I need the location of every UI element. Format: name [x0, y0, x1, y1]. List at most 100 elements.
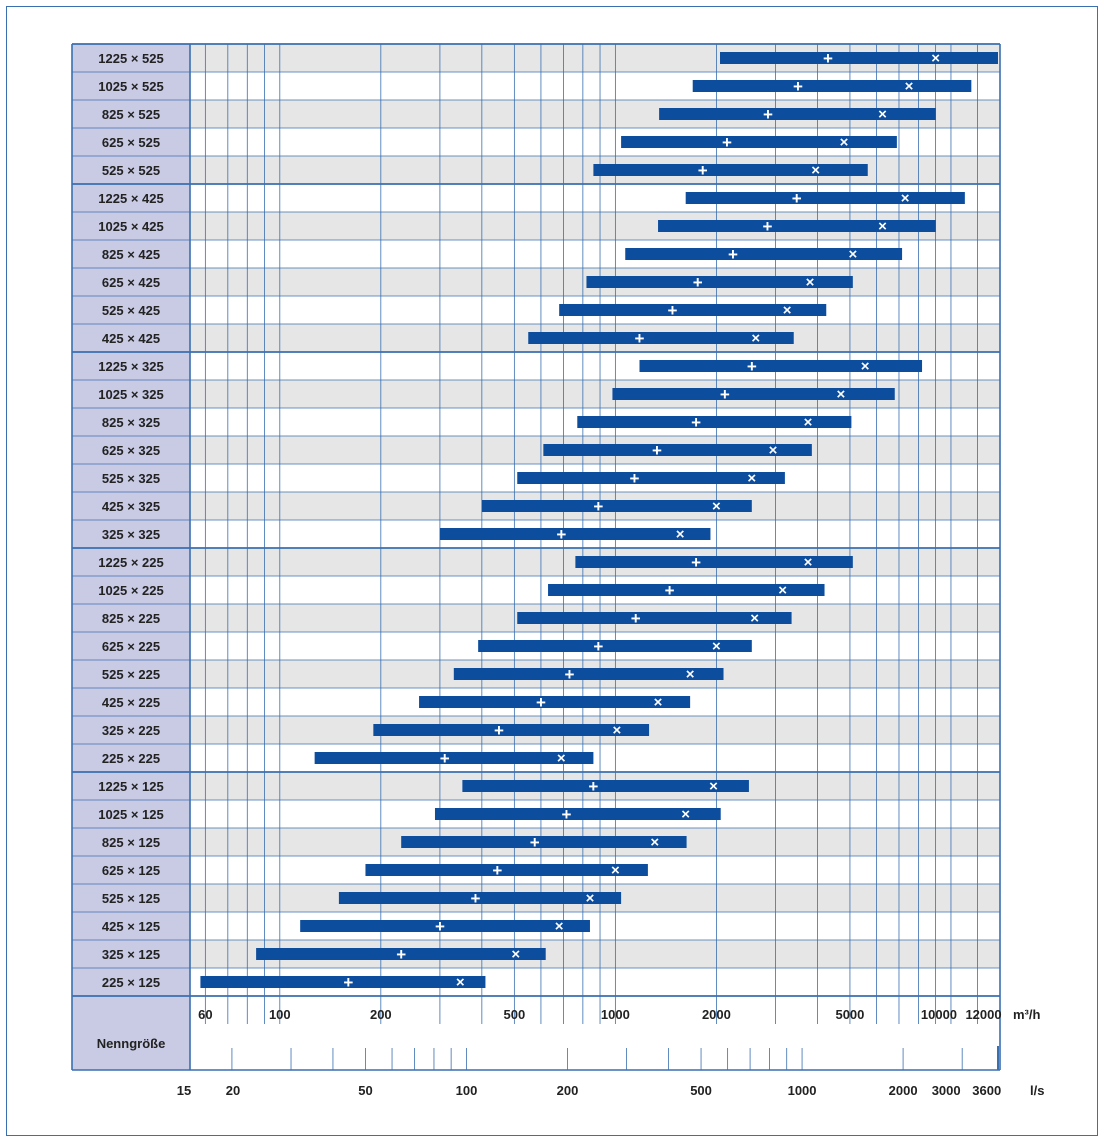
category-label: 825 × 125	[102, 835, 160, 850]
row-label-cell	[72, 436, 190, 464]
cross-marker: ×	[747, 470, 756, 487]
plus-marker: +	[747, 357, 757, 376]
secondary-tick-label: 100	[456, 1083, 478, 1098]
category-label: 1025 × 125	[98, 807, 163, 822]
cross-marker: ×	[901, 190, 910, 207]
range-bar	[692, 80, 972, 92]
row-label-cell	[72, 968, 190, 996]
plus-marker: +	[396, 945, 406, 964]
x-tick-label: 10000	[921, 1007, 957, 1022]
plus-marker: +	[343, 973, 353, 992]
range-bar	[434, 808, 721, 820]
row-label-cell	[72, 576, 190, 604]
plus-marker: +	[722, 133, 732, 152]
row-label-cell	[72, 408, 190, 436]
row-label-cell	[72, 464, 190, 492]
x-tick-label: 1000	[601, 1007, 630, 1022]
cross-marker: ×	[750, 610, 759, 627]
row-label-cell	[72, 44, 190, 72]
row-label-cell	[72, 912, 190, 940]
range-bar	[517, 472, 785, 484]
secondary-tick-label: 200	[557, 1083, 579, 1098]
y-axis-title: Nenngröße	[97, 1036, 166, 1051]
cross-marker: ×	[511, 946, 520, 963]
range-bar	[612, 388, 895, 400]
plus-marker: +	[530, 833, 540, 852]
plus-marker: +	[668, 301, 678, 320]
cross-marker: ×	[806, 274, 815, 291]
row-label-cell	[72, 884, 190, 912]
category-label: 825 × 525	[102, 107, 160, 122]
range-bar	[577, 416, 852, 428]
cross-marker: ×	[905, 78, 914, 95]
category-label: 1225 × 425	[98, 191, 163, 206]
category-label: 625 × 425	[102, 275, 160, 290]
category-label: 1025 × 425	[98, 219, 163, 234]
row-label-cell	[72, 604, 190, 632]
cross-marker: ×	[686, 666, 695, 683]
range-bar	[200, 976, 486, 988]
category-label: 325 × 125	[102, 947, 160, 962]
plus-marker: +	[631, 609, 641, 628]
cross-marker: ×	[837, 386, 846, 403]
plus-marker: +	[793, 77, 803, 96]
range-bar	[559, 304, 827, 316]
cross-marker: ×	[861, 358, 870, 375]
cross-marker: ×	[712, 498, 721, 515]
range-bar	[658, 220, 936, 232]
range-bar	[453, 668, 724, 680]
category-label: 425 × 325	[102, 499, 160, 514]
category-label: 1225 × 325	[98, 359, 163, 374]
plus-marker: +	[693, 273, 703, 292]
plus-marker: +	[763, 217, 773, 236]
row-label-cell	[72, 940, 190, 968]
plus-marker: +	[720, 385, 730, 404]
secondary-tick-label: 2000	[889, 1083, 918, 1098]
category-label: 1225 × 525	[98, 51, 163, 66]
cross-marker: ×	[555, 918, 564, 935]
range-bar	[586, 276, 853, 288]
plus-marker: +	[492, 861, 502, 880]
plus-marker: +	[588, 777, 598, 796]
plus-marker: +	[728, 245, 738, 264]
category-label: 525 × 325	[102, 471, 160, 486]
row-label-cell	[72, 212, 190, 240]
row-label-cell	[72, 856, 190, 884]
row-label-cell	[72, 352, 190, 380]
range-bar	[685, 192, 965, 204]
row-label-cell	[72, 296, 190, 324]
row-label-cell	[72, 128, 190, 156]
range-bar	[659, 108, 936, 120]
range-bar	[528, 332, 794, 344]
category-label: 1025 × 525	[98, 79, 163, 94]
cross-marker: ×	[778, 582, 787, 599]
row-label-cell	[72, 184, 190, 212]
range-bar	[256, 948, 546, 960]
category-label: 225 × 125	[102, 975, 160, 990]
range-bar	[575, 556, 853, 568]
plus-marker: +	[691, 413, 701, 432]
category-label: 525 × 225	[102, 667, 160, 682]
x-tick-label: 2000	[702, 1007, 731, 1022]
secondary-tick-label: 20	[226, 1083, 240, 1098]
cross-marker: ×	[612, 722, 621, 739]
cross-marker: ×	[586, 890, 595, 907]
plus-marker: +	[562, 805, 572, 824]
range-bar	[543, 444, 812, 456]
range-bar	[314, 752, 594, 764]
category-label: 225 × 225	[102, 751, 160, 766]
cross-marker: ×	[783, 302, 792, 319]
plus-marker: +	[665, 581, 675, 600]
cross-marker: ×	[456, 974, 465, 991]
x-tick-label: 5000	[835, 1007, 864, 1022]
secondary-tick-label: 500	[690, 1083, 712, 1098]
row-label-cell	[72, 380, 190, 408]
range-bar	[639, 360, 923, 372]
category-label: 625 × 525	[102, 135, 160, 150]
range-bar	[621, 136, 897, 148]
row-label-cell	[72, 492, 190, 520]
range-bar	[300, 920, 590, 932]
range-bar	[625, 248, 903, 260]
category-label: 1225 × 225	[98, 555, 163, 570]
